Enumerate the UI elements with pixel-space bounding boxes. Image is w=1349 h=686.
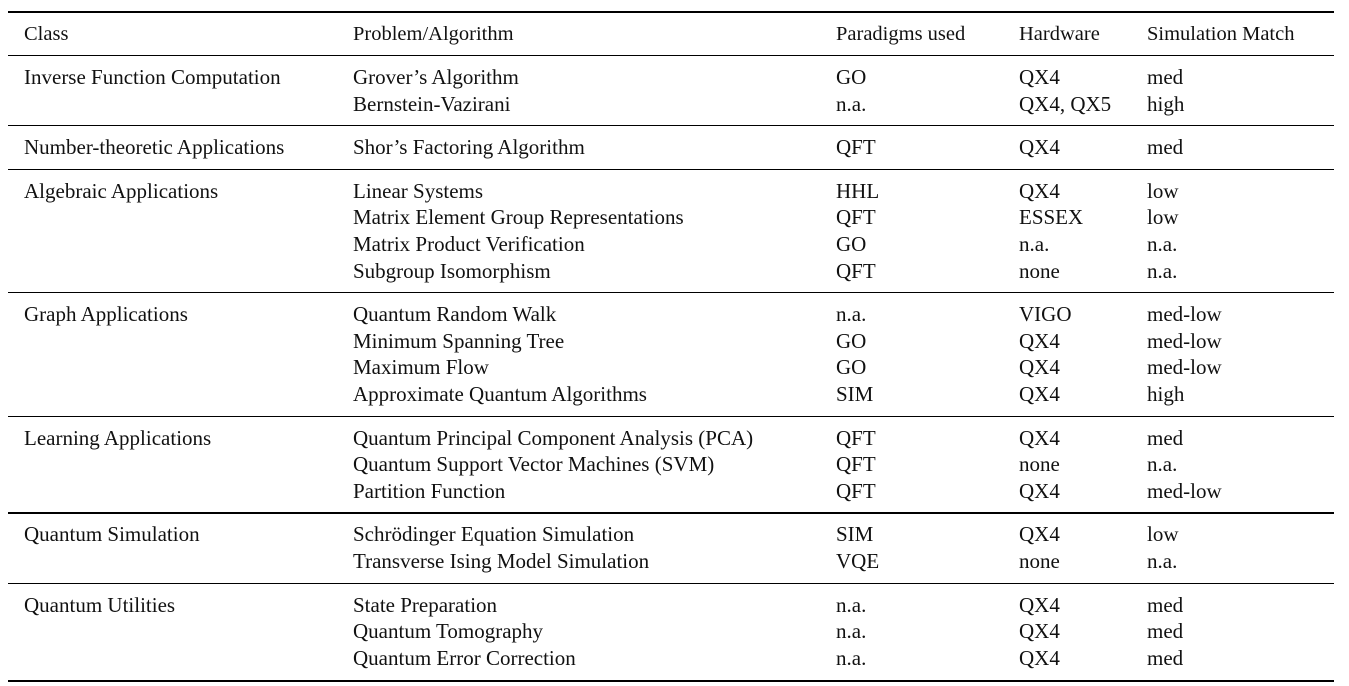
match-cell: low [1147, 205, 1179, 230]
match-cell: med-low [1147, 328, 1222, 353]
problem-cell: Minimum Spanning Tree [353, 328, 565, 353]
match-cell: med [1147, 135, 1184, 160]
paradigm-cell: QFT [836, 478, 876, 503]
hardware-cell: n.a. [1019, 232, 1050, 256]
group-rule [8, 512, 1334, 514]
col-header-class: Class [24, 23, 69, 45]
paradigm-cell: QFT [836, 205, 876, 230]
col-header-hardware: Hardware [1019, 23, 1100, 45]
problem-cell: Quantum Random Walk [353, 302, 557, 327]
paradigm-cell: n.a. [836, 645, 867, 670]
paradigm-cell: QFT [836, 258, 876, 283]
match-cell: low [1147, 522, 1179, 547]
paradigm-cell: HHL [836, 178, 880, 203]
hardware-cell: QX4 [1019, 355, 1060, 380]
match-cell: n.a. [1147, 258, 1178, 283]
paradigm-cell: n.a. [836, 302, 867, 327]
hardware-cell: QX4 [1019, 645, 1060, 670]
paradigm-cell: QFT [836, 135, 876, 160]
match-cell: low [1147, 178, 1179, 203]
hardware-cell: QX4 [1019, 592, 1060, 617]
problem-cell: Shor’s Factoring Algorithm [353, 135, 585, 160]
hardware-cell: QX4 [1019, 522, 1060, 547]
paradigm-cell: n.a. [836, 619, 867, 644]
match-cell: med [1147, 65, 1184, 89]
match-cell: med [1147, 619, 1184, 644]
hardware-cell: QX4 [1019, 478, 1060, 503]
problem-cell: Matrix Element Group Representations [353, 205, 684, 230]
hardware-cell: QX4 [1019, 382, 1060, 406]
match-cell: med [1147, 592, 1184, 617]
paradigm-cell: QFT [836, 452, 876, 477]
match-cell: med-low [1147, 302, 1222, 327]
problem-cell: Partition Function [353, 478, 506, 503]
hardware-cell: QX4 [1019, 619, 1060, 644]
hardware-cell: QX4, QX5 [1019, 91, 1112, 116]
paradigm-cell: VQE [836, 549, 880, 573]
hardware-cell: none [1019, 258, 1060, 283]
paradigm-cell: GO [836, 65, 867, 89]
problem-cell: Quantum Tomography [353, 619, 544, 644]
match-cell: n.a. [1147, 549, 1178, 573]
top-rule [8, 11, 1334, 13]
match-cell: med-low [1147, 355, 1222, 380]
class-cell: Learning Applications [24, 425, 212, 450]
header-rule [8, 55, 1334, 57]
match-cell: high [1147, 91, 1185, 116]
group-rule [8, 582, 1334, 584]
class-cell: Inverse Function Computation [24, 65, 281, 89]
match-cell: med [1147, 425, 1184, 450]
group-rule [8, 168, 1334, 170]
group-rule [8, 292, 1334, 294]
paradigm-cell: GO [836, 328, 867, 353]
match-cell: med [1147, 645, 1184, 670]
problem-cell: Matrix Product Verification [353, 232, 585, 256]
class-cell: Algebraic Applications [24, 178, 219, 203]
group-rule [8, 415, 1334, 417]
problem-cell: Maximum Flow [353, 355, 489, 380]
match-cell: high [1147, 382, 1185, 406]
hardware-cell: QX4 [1019, 178, 1060, 203]
problem-cell: State Preparation [353, 592, 498, 617]
hardware-cell: QX4 [1019, 135, 1060, 160]
problem-cell: Grover’s Algorithm [353, 65, 519, 89]
class-cell: Number-theoretic Applications [24, 135, 285, 160]
hardware-cell: ESSEX [1019, 205, 1084, 230]
hardware-cell: QX4 [1019, 425, 1060, 450]
problem-cell: Quantum Error Correction [353, 645, 576, 670]
hardware-cell: QX4 [1019, 328, 1060, 353]
problem-cell: Linear Systems [353, 178, 484, 203]
hardware-cell: none [1019, 452, 1060, 477]
paradigm-cell: n.a. [836, 592, 867, 617]
match-cell: n.a. [1147, 232, 1178, 256]
problem-cell: Quantum Support Vector Machines (SVM) [353, 452, 715, 477]
hardware-cell: none [1019, 549, 1060, 573]
problem-cell: Bernstein-Vazirani [353, 91, 511, 116]
problem-cell: Transverse Ising Model Simulation [353, 549, 650, 573]
class-cell: Graph Applications [24, 302, 188, 327]
problem-cell: Subgroup Isomorphism [353, 258, 551, 283]
match-cell: n.a. [1147, 452, 1178, 477]
class-cell: Quantum Simulation [24, 522, 200, 547]
hardware-cell: VIGO [1019, 302, 1072, 327]
col-header-problem: Problem/Algorithm [353, 23, 514, 45]
match-cell: med-low [1147, 478, 1222, 503]
hardware-cell: QX4 [1019, 65, 1060, 89]
col-header-paradigm: Paradigms used [836, 23, 966, 45]
class-cell: Quantum Utilities [24, 592, 176, 617]
paradigm-cell: GO [836, 232, 867, 256]
paradigm-cell: SIM [836, 382, 874, 406]
paradigm-cell: n.a. [836, 91, 867, 116]
paradigm-cell: QFT [836, 425, 876, 450]
problem-cell: Schrödinger Equation Simulation [353, 522, 635, 547]
problem-cell: Approximate Quantum Algorithms [353, 382, 647, 406]
problem-cell: Quantum Principal Component Analysis (PC… [353, 425, 754, 450]
bottom-rule [8, 680, 1334, 683]
col-header-match: Simulation Match [1147, 23, 1295, 45]
paradigm-cell: GO [836, 355, 867, 380]
paradigm-cell: SIM [836, 522, 874, 547]
group-rule [8, 125, 1334, 127]
